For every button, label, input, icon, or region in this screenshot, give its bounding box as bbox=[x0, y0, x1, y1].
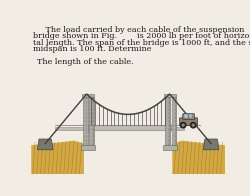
Polygon shape bbox=[38, 139, 53, 150]
Bar bbox=[184, 114, 188, 118]
Bar bbox=[165, 97, 170, 145]
Circle shape bbox=[182, 124, 184, 126]
Bar bbox=[86, 125, 171, 130]
Polygon shape bbox=[203, 139, 219, 150]
Bar bbox=[172, 97, 176, 145]
Text: bridge shown in Fig.        is 2000 lb per foot of horizon-: bridge shown in Fig. is 2000 lb per foot… bbox=[33, 32, 250, 40]
Polygon shape bbox=[172, 141, 225, 174]
Circle shape bbox=[180, 122, 186, 128]
Circle shape bbox=[192, 124, 194, 126]
Bar bbox=[82, 94, 94, 97]
Bar bbox=[81, 145, 95, 150]
Bar bbox=[90, 97, 94, 145]
Text: The load carried by each cable of the suspension: The load carried by each cable of the su… bbox=[33, 26, 244, 34]
Text: tal length. The span of the bridge is 1000 ft, and the sag at: tal length. The span of the bridge is 10… bbox=[33, 39, 250, 47]
FancyBboxPatch shape bbox=[183, 114, 194, 119]
FancyBboxPatch shape bbox=[180, 118, 198, 126]
Bar bbox=[92, 97, 94, 145]
Text: The length of the cable.: The length of the cable. bbox=[38, 58, 134, 66]
Polygon shape bbox=[31, 141, 84, 174]
Text: midspan is 100 ft. Determine: midspan is 100 ft. Determine bbox=[33, 45, 151, 54]
Bar bbox=[174, 97, 176, 145]
Bar bbox=[171, 127, 184, 130]
Bar bbox=[188, 114, 192, 118]
Bar bbox=[83, 97, 88, 145]
Bar bbox=[163, 145, 177, 150]
Bar bbox=[168, 97, 170, 145]
Bar bbox=[86, 97, 88, 145]
Circle shape bbox=[190, 122, 196, 128]
Bar bbox=[54, 127, 87, 130]
Bar bbox=[164, 94, 176, 97]
